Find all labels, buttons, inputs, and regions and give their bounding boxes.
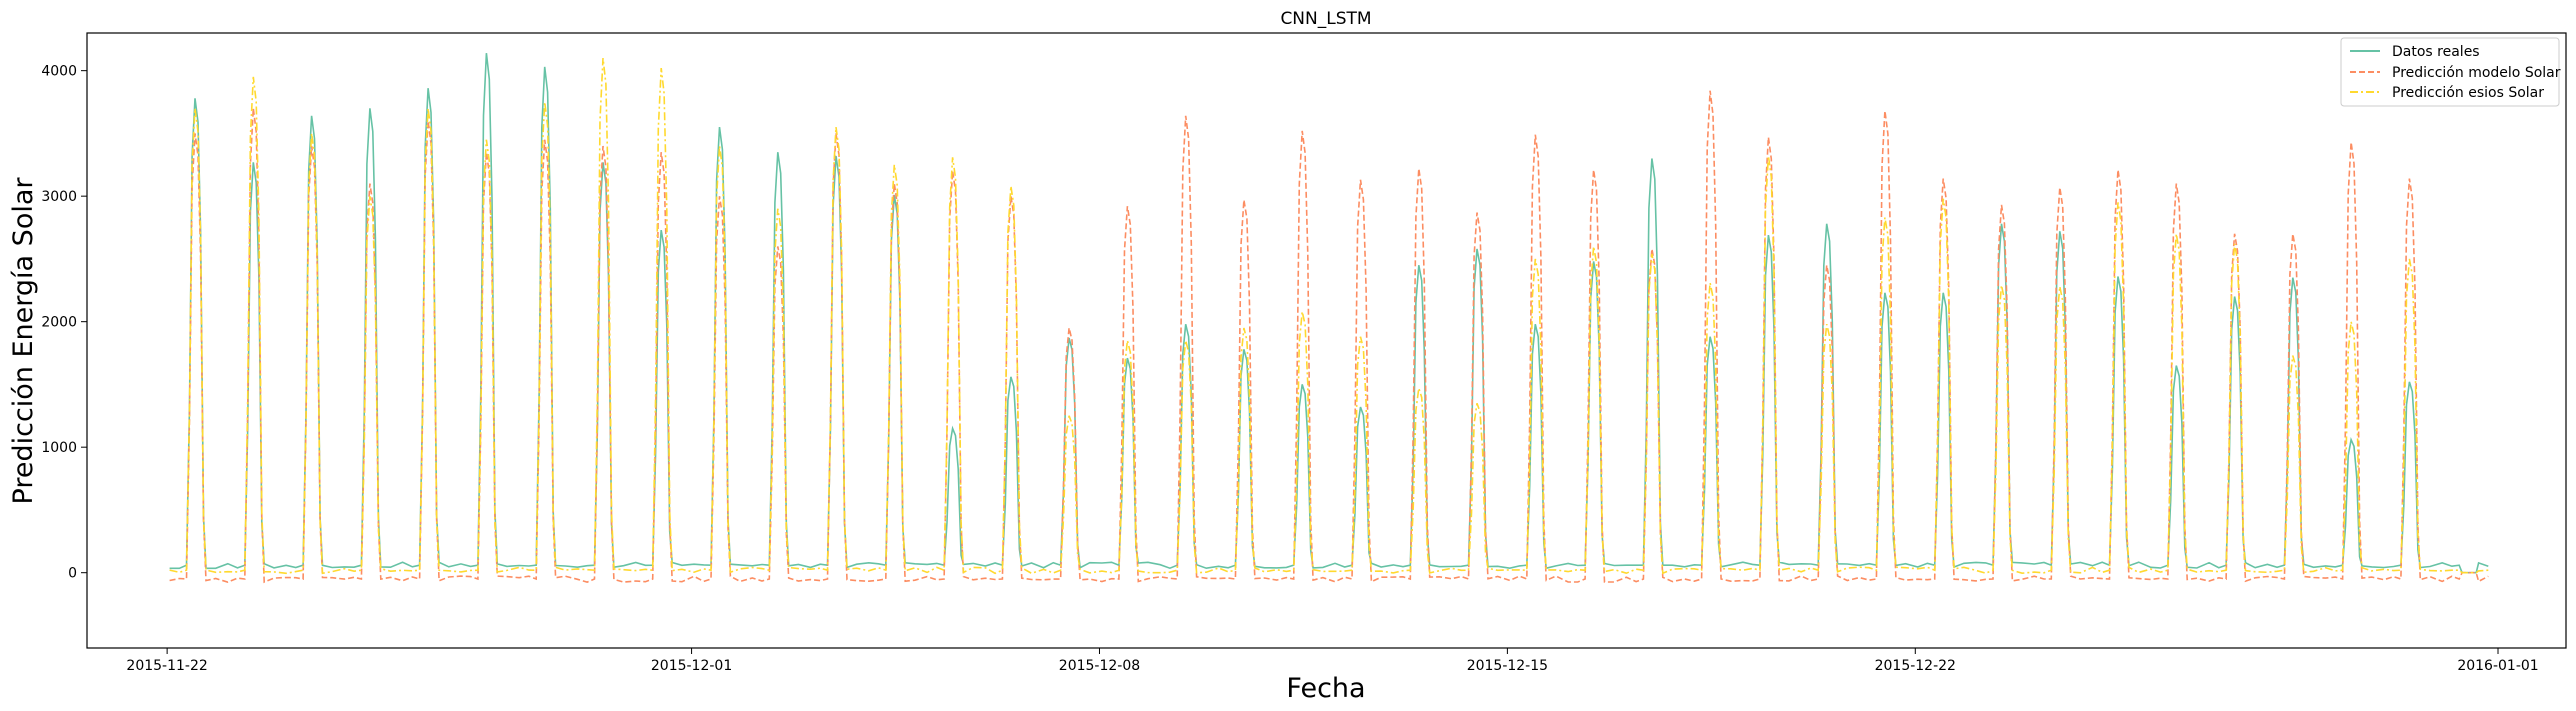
plot-frame xyxy=(86,32,2567,649)
x-tick-label: 2015-11-22 xyxy=(126,658,207,674)
x-tick-label: 2016-01-01 xyxy=(2457,658,2538,674)
series-line-predicci-n-esios-solar xyxy=(169,58,2489,575)
series-line-predicci-n-modelo-solar xyxy=(169,90,2489,584)
legend-label-prediccion-esios: Predicción esios Solar xyxy=(2392,85,2544,101)
x-axis-ticks: 2015-11-22 2015-12-01 2015-12-08 2015-12-15… xyxy=(126,648,2539,674)
x-tick-label: 2015-12-22 xyxy=(1875,658,1956,674)
x-tick-label: 2015-12-01 xyxy=(651,658,732,674)
y-tick-label: 3000 xyxy=(41,189,77,205)
y-tick-label: 1000 xyxy=(41,440,77,456)
chart-title: CNN_LSTM xyxy=(1280,9,1371,29)
y-axis-label: Predicción Energía Solar xyxy=(8,177,39,505)
series-layer xyxy=(169,53,2489,584)
y-tick-label: 4000 xyxy=(41,64,77,80)
y-axis-ticks: 0 1000 2000 3000 4000 xyxy=(41,64,87,582)
x-tick-label: 2015-12-15 xyxy=(1467,658,1548,674)
x-axis-label: Fecha xyxy=(1286,673,1365,704)
y-tick-label: 2000 xyxy=(41,315,77,331)
legend: Datos reales Predicción modelo Solar Pre… xyxy=(2340,37,2561,107)
legend-label-datos-reales: Datos reales xyxy=(2392,44,2480,60)
x-tick-label: 2015-12-08 xyxy=(1059,658,1140,674)
y-tick-label: 0 xyxy=(68,566,77,582)
legend-label-prediccion-modelo: Predicción modelo Solar xyxy=(2392,65,2561,81)
legend-box xyxy=(2340,37,2560,107)
